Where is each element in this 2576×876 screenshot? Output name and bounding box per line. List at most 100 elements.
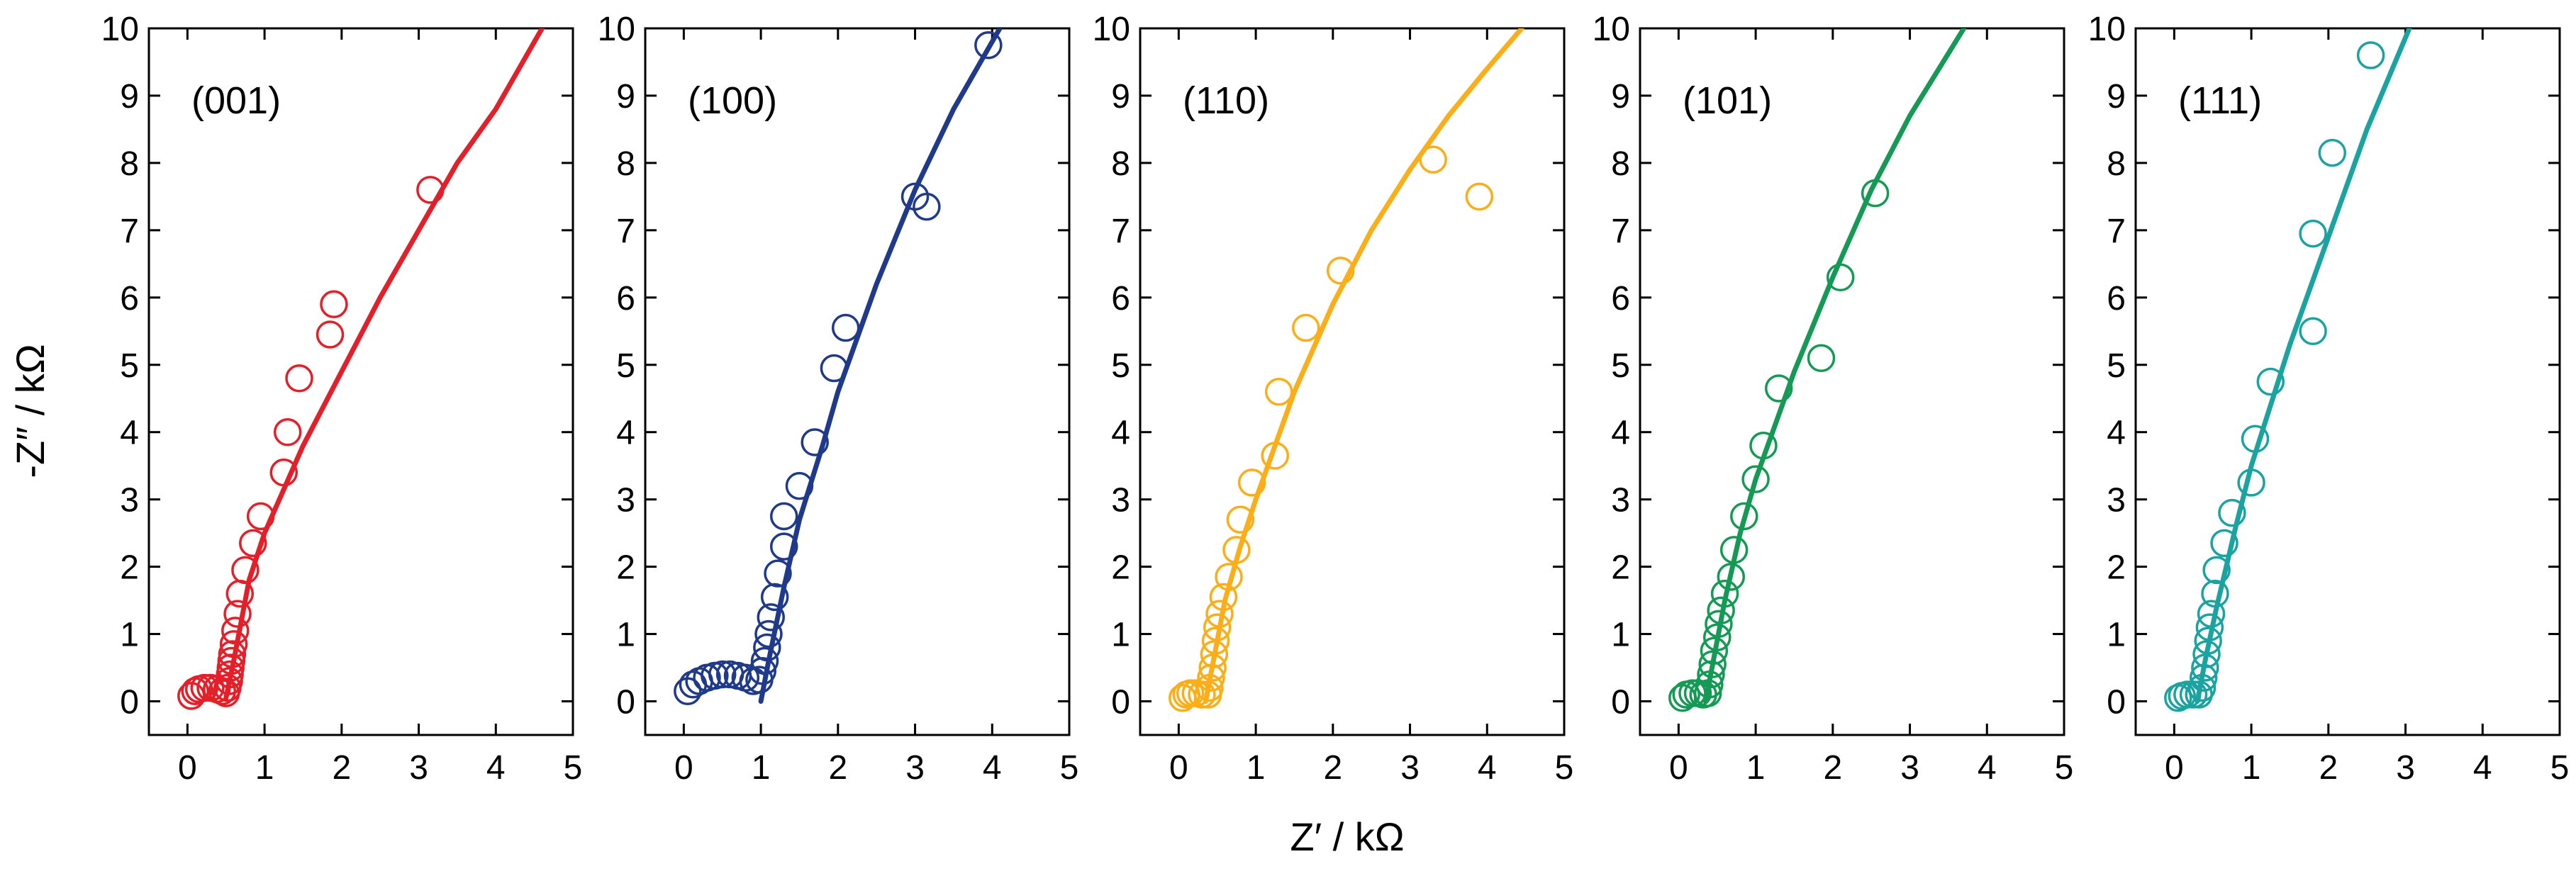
x-tick-label: 0 (1169, 749, 1188, 787)
y-tick-label: 2 (1111, 549, 1130, 587)
data-point (2197, 600, 2226, 628)
data-point (2201, 579, 2229, 608)
y-tick-label: 8 (2107, 145, 2126, 183)
y-tick-label: 7 (616, 213, 635, 250)
data-point (1697, 660, 1725, 689)
y-tick-label: 0 (616, 684, 635, 721)
y-tick-label: 8 (1111, 145, 1130, 183)
y-tick-label: 4 (1611, 415, 1630, 452)
y-tick-label: 3 (616, 482, 635, 520)
x-tick-label: 2 (2319, 749, 2338, 787)
data-point (269, 458, 299, 487)
data-point (2299, 317, 2327, 346)
data-point (1717, 563, 1746, 591)
x-tick-label: 1 (752, 749, 771, 787)
panel-label: (110) (1183, 79, 1269, 122)
y-tick-label: 9 (1611, 78, 1630, 116)
data-point (1700, 636, 1729, 666)
x-tick-label: 4 (1978, 749, 1997, 787)
data-point (1198, 653, 1227, 682)
x-tick-label: 5 (1060, 749, 1079, 787)
data-point (2218, 498, 2246, 527)
y-tick-label: 9 (1111, 78, 1130, 116)
panel-3: 0 1 2 3 4 5 0 1 2 3 4 5 6 7 8 9 10 (110) (1093, 11, 1574, 787)
data-point (764, 559, 792, 588)
data-point (1695, 670, 1724, 699)
data-point (1419, 145, 1447, 174)
data-point (750, 646, 779, 675)
y-tick-label: 9 (120, 78, 139, 116)
data-point (2191, 653, 2219, 682)
x-tick-label: 3 (905, 749, 925, 787)
data-point (801, 428, 829, 456)
axes-frame (2134, 27, 2561, 736)
panel-label: (100) (688, 79, 777, 122)
panel-label: (111) (2178, 79, 2262, 122)
data-point (2210, 529, 2238, 558)
data-point (754, 619, 783, 648)
data-point (1764, 374, 1793, 403)
x-tick-label: 5 (564, 749, 583, 787)
data-point (1195, 673, 1224, 702)
x-tick-label: 0 (2165, 749, 2184, 787)
data-point (1707, 596, 1735, 625)
y-tick-label: 9 (2107, 78, 2126, 116)
x-tick-label: 1 (255, 749, 274, 787)
data-point (231, 556, 260, 585)
data-point (239, 529, 267, 558)
data-point (219, 630, 248, 658)
axes-frame (644, 27, 1071, 736)
y-tick-label: 4 (120, 415, 139, 452)
y-tick-label: 5 (616, 347, 635, 385)
y-tick-label: 6 (120, 280, 139, 318)
x-tick-label: 3 (409, 749, 428, 787)
data-point (1749, 431, 1778, 460)
data-point (708, 660, 737, 689)
data-point (1215, 563, 1243, 591)
data-point (753, 633, 781, 662)
x-tick-label: 5 (2055, 749, 2074, 787)
data-point (974, 30, 1003, 60)
data-point (1710, 579, 1739, 608)
y-tick-label: 6 (616, 280, 635, 318)
data-point (1465, 182, 1494, 211)
y-tick-label: 7 (2107, 213, 2126, 250)
x-tick-label: 0 (674, 749, 693, 787)
data-point (1264, 377, 1293, 406)
data-point (1326, 257, 1355, 285)
x-tick-label: 0 (178, 749, 197, 787)
data-point (757, 603, 785, 631)
panel-4: 0 1 2 3 4 5 0 1 2 3 4 5 6 7 8 9 10 (101) (1593, 11, 2074, 787)
x-tick-label: 3 (1400, 749, 1420, 787)
data-point (1292, 313, 1320, 342)
y-tick-label: 2 (2107, 549, 2126, 587)
x-tick-label: 5 (1555, 749, 1574, 787)
x-tick-label: 4 (2473, 749, 2492, 787)
fit-curve (223, 28, 545, 701)
y-tick-label: 10 (598, 11, 635, 48)
y-tick-label: 4 (2107, 415, 2126, 452)
x-tick-label: 2 (1823, 749, 1842, 787)
data-point (1222, 536, 1251, 564)
y-tick-label: 4 (1111, 415, 1130, 452)
y-tick-label: 3 (120, 482, 139, 520)
data-point (273, 417, 302, 447)
y-tick-label: 2 (1611, 549, 1630, 587)
y-tick-label: 0 (2107, 684, 2126, 721)
y-tick-label: 1 (1611, 617, 1630, 654)
data-point (2195, 613, 2224, 641)
data-point (246, 502, 275, 531)
y-tick-label: 7 (1611, 213, 1630, 250)
data-point (2189, 663, 2218, 692)
axes-frame (147, 27, 574, 736)
y-tick-label: 8 (616, 145, 635, 183)
x-tick-label: 4 (486, 749, 506, 787)
data-point (221, 617, 250, 645)
data-point (416, 176, 445, 204)
data-point (2241, 425, 2270, 453)
data-point (1200, 640, 1229, 668)
y-tick-label: 1 (120, 617, 139, 654)
y-tick-label: 5 (1611, 347, 1630, 385)
y-tick-label: 4 (616, 415, 635, 452)
